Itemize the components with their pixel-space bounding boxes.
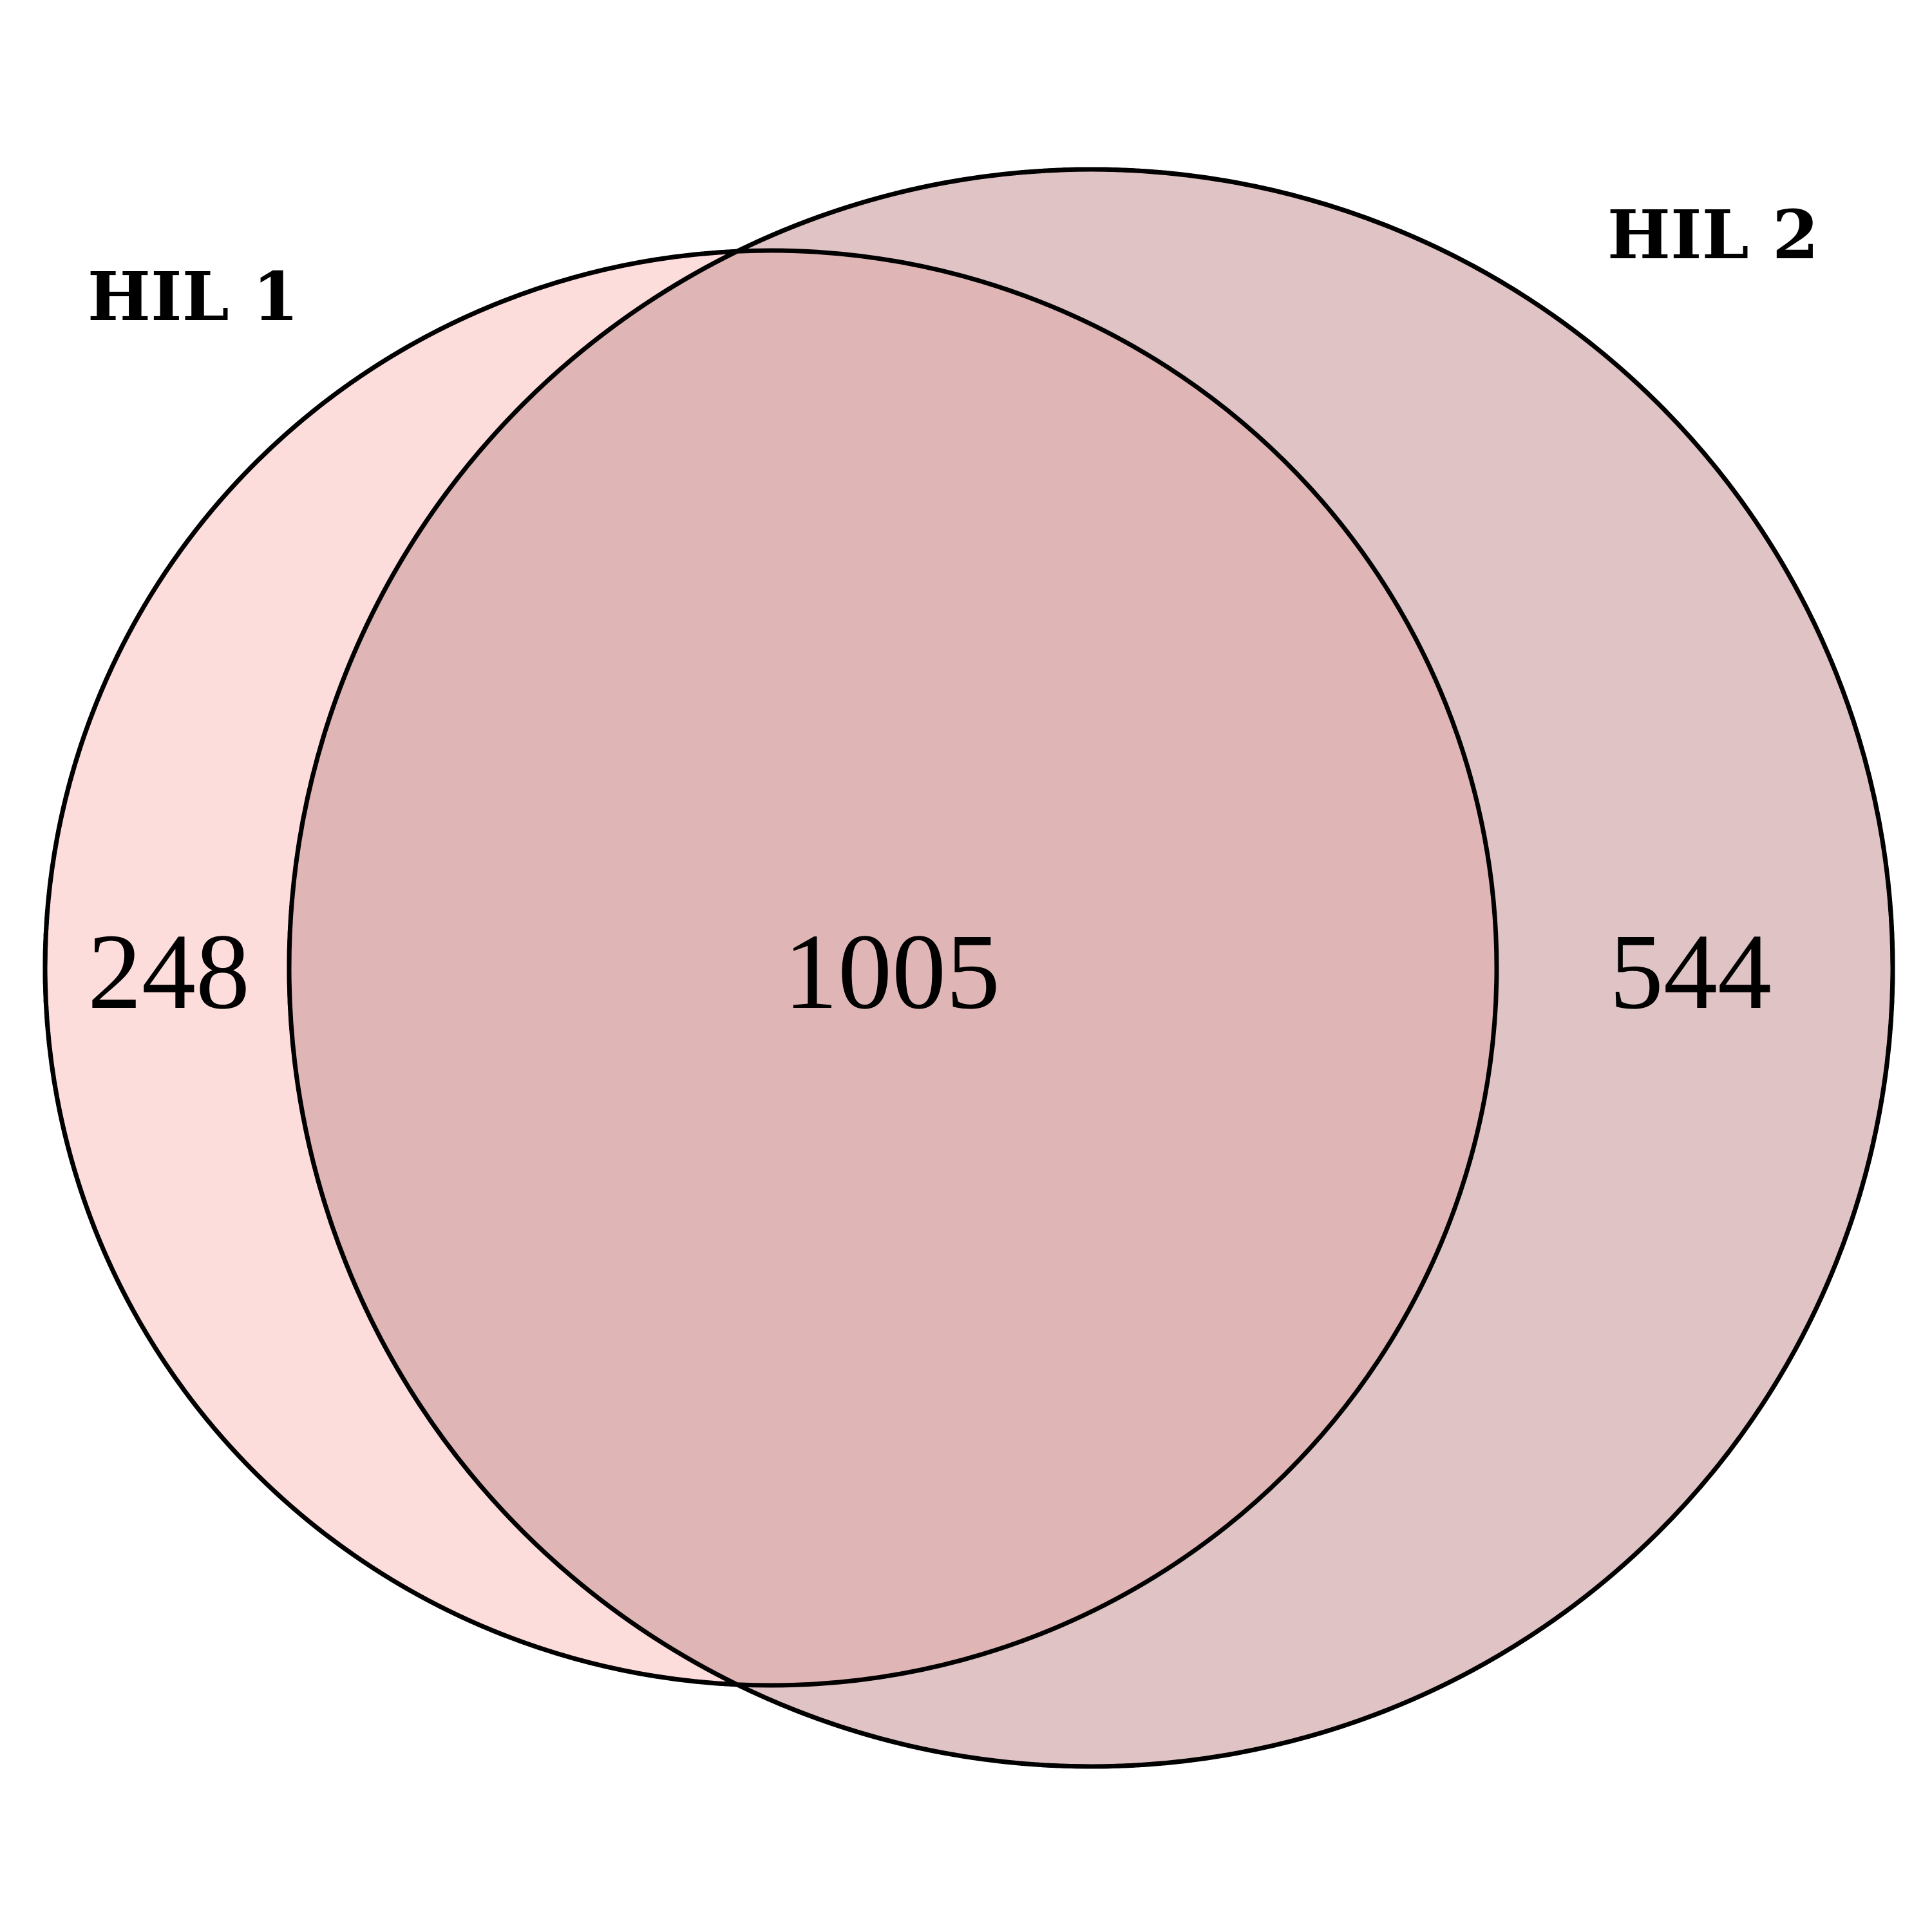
count-hil2-only: 544 xyxy=(1609,912,1772,1032)
set-hil2-outline xyxy=(287,167,1895,1769)
set-hil1-outline xyxy=(43,248,1499,1688)
set-label-hil2: HIL 2 xyxy=(1607,195,1819,274)
count-intersection: 1005 xyxy=(784,912,1000,1032)
count-hil1-only: 248 xyxy=(88,912,250,1032)
set-label-hil1: HIL 1 xyxy=(88,257,299,336)
